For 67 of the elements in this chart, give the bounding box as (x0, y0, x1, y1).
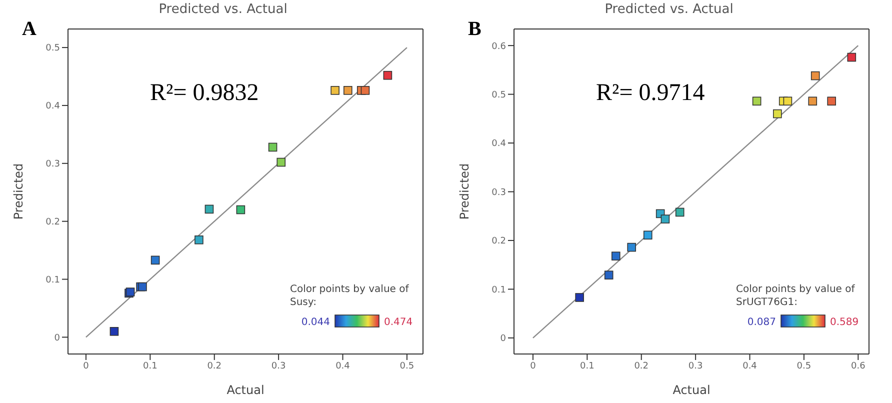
point (660, 214, 670, 224)
color-bar-title: Color points by value of SrUGT76G1: (736, 284, 856, 308)
point (330, 86, 340, 95)
x-tick-label: 0.2 (634, 361, 649, 372)
y-tick-label: 0.5 (46, 44, 60, 54)
x-tick-label: 0.5 (796, 361, 812, 372)
x-tick-label: 0.1 (580, 361, 594, 372)
annotation: R²= 0.9832 (150, 80, 259, 107)
y-tick-label: 0.1 (492, 285, 506, 296)
y-tick-label: 0.2 (46, 218, 60, 228)
point (783, 96, 792, 106)
annotation: 0.087 (747, 317, 776, 328)
y-axis-title: Predicted (457, 163, 472, 220)
x-axis-title: Actual (226, 383, 264, 397)
point (343, 86, 352, 95)
point (604, 270, 614, 280)
x-tick-label: 0 (530, 361, 536, 372)
x-tick-label: 0.4 (336, 361, 350, 372)
y-tick-label: 0 (500, 334, 506, 344)
x-tick-label: 0.3 (271, 361, 286, 372)
x-axis-title: Actual (672, 383, 710, 397)
y-tick-label: 0.4 (46, 102, 60, 112)
point (611, 252, 620, 260)
point (847, 52, 856, 62)
point (752, 96, 762, 106)
point (276, 158, 286, 167)
point (575, 293, 584, 302)
x-tick-label: 0.1 (143, 361, 158, 372)
point (194, 235, 204, 244)
point (810, 71, 820, 80)
point (627, 242, 636, 252)
color-bar-title: Color points by value of Susy: (290, 284, 410, 308)
chart-title: Predicted vs. Actual (604, 2, 734, 17)
text: A (22, 18, 36, 41)
chart-title: Predicted vs. Actual (158, 2, 288, 17)
point (268, 142, 278, 152)
x-tick-label: 0.3 (688, 361, 703, 372)
point (808, 96, 818, 106)
point (643, 230, 652, 240)
annotation: 0.474 (384, 317, 413, 328)
point (827, 96, 836, 106)
y-tick-label: 0.2 (492, 236, 506, 247)
point (360, 86, 370, 95)
point (236, 205, 246, 214)
y-tick-label: 0.5 (492, 90, 506, 100)
y-axis-title: Predicted (11, 163, 26, 220)
y-tick-label: 0.1 (46, 275, 60, 286)
x-tick-label: 0 (83, 361, 90, 372)
x-tick-label: 0.4 (742, 361, 758, 372)
x-tick-label: 0.2 (207, 361, 222, 372)
y-tick-label: 0.3 (492, 188, 506, 198)
text: B (468, 18, 482, 41)
x-tick-label: 0.5 (400, 361, 414, 372)
point (383, 70, 392, 80)
y-tick-label: 0.4 (492, 139, 506, 150)
annotation: R²= 0.9714 (596, 80, 705, 107)
y-tick-label: 0.3 (46, 160, 60, 170)
y-tick-label: 0.6 (492, 42, 506, 52)
x-tick-label: 0.6 (850, 361, 866, 372)
point (773, 109, 782, 118)
point (110, 327, 119, 336)
annotation: 0.589 (830, 317, 859, 328)
annotation: 0.044 (301, 317, 330, 328)
point (204, 204, 214, 214)
point (150, 256, 160, 265)
y-tick-label: 0 (54, 333, 60, 344)
point (675, 208, 684, 217)
